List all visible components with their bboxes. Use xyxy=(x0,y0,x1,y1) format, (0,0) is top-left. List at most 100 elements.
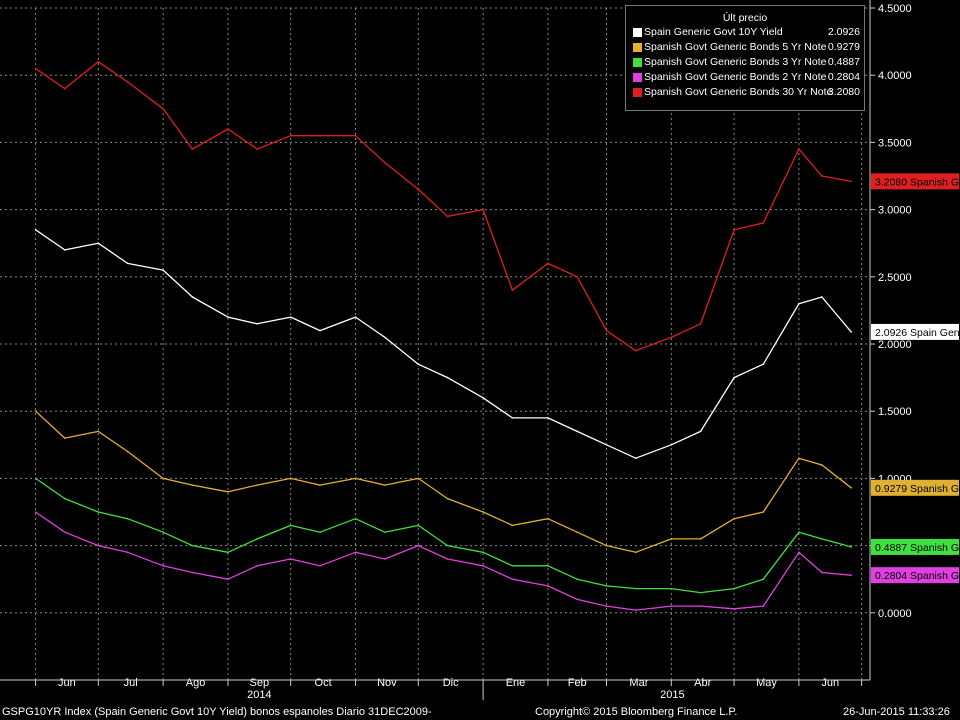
data-point xyxy=(762,222,765,224)
legend-last-value: 3.2080 xyxy=(827,86,860,98)
data-point xyxy=(227,551,229,554)
end-label-text: 3.2080 Spanish G xyxy=(875,176,959,188)
end-label-box xyxy=(871,567,959,584)
data-point xyxy=(605,444,608,446)
data-point xyxy=(64,87,66,90)
data-point xyxy=(126,517,129,520)
data-point xyxy=(162,531,164,533)
data-point xyxy=(733,517,735,520)
data-point xyxy=(699,538,702,540)
data-point xyxy=(191,148,194,150)
data-point xyxy=(798,531,800,533)
data-point xyxy=(319,531,321,533)
data-point xyxy=(289,134,292,137)
series-lines xyxy=(34,60,852,611)
end-label-text: 0.2804 Spanish G xyxy=(875,570,959,582)
data-point xyxy=(446,497,449,500)
data-point xyxy=(762,578,765,580)
legend-series-name: Spanish Govt Generic Bonds 5 Yr Note xyxy=(644,41,827,53)
data-point xyxy=(384,161,386,164)
data-point xyxy=(733,607,735,610)
data-point xyxy=(482,208,484,211)
data-point xyxy=(227,128,229,130)
y-tick-label: 1.5000 xyxy=(878,406,912,418)
data-point xyxy=(384,336,386,339)
data-point xyxy=(97,242,100,244)
footer-index-description: GSPG10YR Index (Spain Generic Govt 10Y Y… xyxy=(2,706,432,718)
data-point xyxy=(798,457,800,460)
data-point xyxy=(162,564,164,567)
footer-timestamp: 26-Jun-2015 11:33:26 xyxy=(843,706,950,718)
legend-last-value: 0.9279 xyxy=(827,41,860,53)
x-month-label: Ene xyxy=(506,677,526,689)
data-point xyxy=(605,329,608,332)
data-point xyxy=(576,531,579,533)
data-point xyxy=(821,538,823,540)
data-point xyxy=(354,134,357,137)
data-point xyxy=(162,108,164,110)
legend-swatch xyxy=(633,88,642,97)
data-point xyxy=(256,564,259,567)
data-point xyxy=(97,544,100,547)
data-point xyxy=(446,544,449,547)
data-point xyxy=(384,484,386,486)
data-point xyxy=(699,591,702,594)
data-point xyxy=(634,609,637,611)
data-point xyxy=(126,262,129,265)
x-month-label: Jun xyxy=(821,677,839,689)
data-point xyxy=(446,215,449,218)
data-point xyxy=(482,551,484,554)
data-point xyxy=(821,175,823,177)
legend-series-name: Spanish Govt Generic Bonds 3 Yr Note xyxy=(644,56,827,68)
data-point xyxy=(547,517,549,520)
data-point xyxy=(762,363,765,365)
data-point xyxy=(319,484,321,486)
data-point xyxy=(34,228,37,231)
legend-swatch xyxy=(633,28,642,37)
data-point xyxy=(417,188,420,191)
data-point xyxy=(798,302,800,305)
y-tick-label: 2.5000 xyxy=(878,272,912,284)
legend-last-value: 2.0926 xyxy=(827,26,860,38)
y-tick-label: 2.0000 xyxy=(878,339,912,351)
legend: Últ precio Spain Generic Govt 10Y Yield 2… xyxy=(625,5,865,111)
data-point xyxy=(733,376,735,379)
x-month-label: Mar xyxy=(629,677,648,689)
data-point xyxy=(227,316,229,318)
data-point xyxy=(547,564,549,567)
end-label-text: 0.4887 Spanish G xyxy=(875,542,959,554)
data-point xyxy=(670,336,673,339)
data-point xyxy=(354,316,357,318)
data-point xyxy=(384,531,386,533)
legend-series-name: Spanish Govt Generic Bonds 30 Yr Note xyxy=(644,86,833,98)
legend-swatch xyxy=(633,73,642,82)
data-point xyxy=(821,464,823,466)
data-point xyxy=(576,276,579,278)
data-point xyxy=(64,531,66,533)
data-point xyxy=(34,410,37,413)
x-month-label: Oct xyxy=(315,677,332,689)
data-point xyxy=(319,134,321,137)
data-point xyxy=(256,538,259,540)
x-month-label: Abr xyxy=(694,677,711,689)
data-point xyxy=(162,477,164,480)
data-point xyxy=(699,605,702,607)
data-point xyxy=(191,571,194,574)
y-tick-label: 4.0000 xyxy=(878,70,912,82)
y-tick-label: 3.0000 xyxy=(878,205,912,217)
data-point xyxy=(576,598,579,601)
data-point xyxy=(446,558,449,560)
data-point xyxy=(34,477,37,480)
data-point xyxy=(482,396,484,399)
data-point xyxy=(699,430,702,433)
data-point xyxy=(446,376,449,379)
data-point xyxy=(319,564,321,567)
data-point xyxy=(850,487,852,489)
data-point xyxy=(511,417,514,419)
data-point xyxy=(162,269,164,271)
data-point xyxy=(511,524,514,527)
x-month-label: Ago xyxy=(186,677,206,689)
y-tick-label: 4.5000 xyxy=(878,3,912,15)
data-point xyxy=(319,329,321,332)
